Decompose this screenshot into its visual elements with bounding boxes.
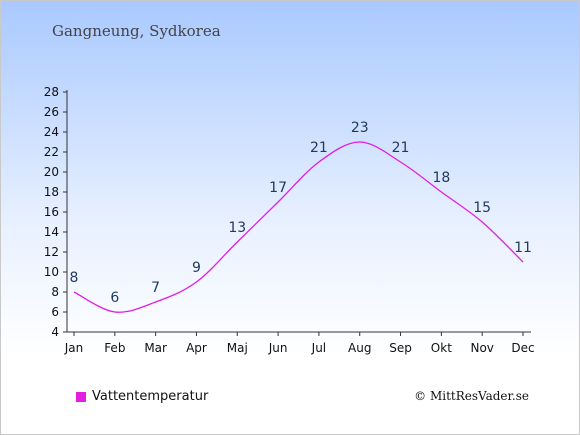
y-tick-label: 6 <box>51 305 59 319</box>
y-tick-label: 10 <box>44 265 59 279</box>
legend: Vattentemperatur <box>76 389 208 404</box>
data-label: 7 <box>151 280 160 296</box>
y-tick-label: 18 <box>44 185 59 199</box>
data-label: 18 <box>432 170 450 186</box>
y-tick-label: 28 <box>44 85 59 99</box>
x-tick-label: Jul <box>311 341 326 355</box>
x-tick-label: Okt <box>431 341 452 355</box>
y-tick-label: 20 <box>44 165 59 179</box>
y-tick-label: 8 <box>51 285 59 299</box>
y-tick-label: 16 <box>44 205 59 219</box>
x-tick-label: Dec <box>511 341 534 355</box>
legend-label: Vattentemperatur <box>92 389 209 404</box>
y-tick-label: 4 <box>51 325 59 339</box>
legend-swatch <box>76 391 86 402</box>
data-label: 8 <box>70 270 79 286</box>
data-label: 23 <box>351 120 369 136</box>
data-label: 15 <box>473 200 491 216</box>
chart-title: Gangneung, Sydkorea <box>52 22 221 40</box>
data-label: 17 <box>269 180 287 196</box>
x-tick-label: Maj <box>227 341 248 355</box>
y-tick-label: 24 <box>44 125 59 139</box>
copyright-text: © MittResVader.se <box>414 389 529 403</box>
y-tick-label: 12 <box>44 245 59 259</box>
series-line-vattentemperatur <box>73 141 524 313</box>
data-label: 21 <box>310 140 328 156</box>
x-tick-label: Feb <box>104 341 125 355</box>
y-tick-label: 14 <box>44 225 59 239</box>
y-tick-label: 26 <box>44 105 59 119</box>
x-tick-label: Nov <box>470 341 493 355</box>
y-tick-label: 22 <box>44 145 59 159</box>
data-label: 13 <box>228 220 246 236</box>
x-tick-label: Aug <box>348 341 371 355</box>
x-tick-label: Jun <box>268 341 288 355</box>
x-tick-label: Jan <box>64 341 84 355</box>
data-label: 11 <box>514 240 532 256</box>
data-label: 21 <box>392 140 410 156</box>
x-tick-label: Apr <box>186 341 207 355</box>
data-label: 9 <box>192 260 201 276</box>
data-label: 6 <box>110 290 119 306</box>
x-tick-label: Mar <box>144 341 167 355</box>
x-tick-label: Sep <box>389 341 412 355</box>
